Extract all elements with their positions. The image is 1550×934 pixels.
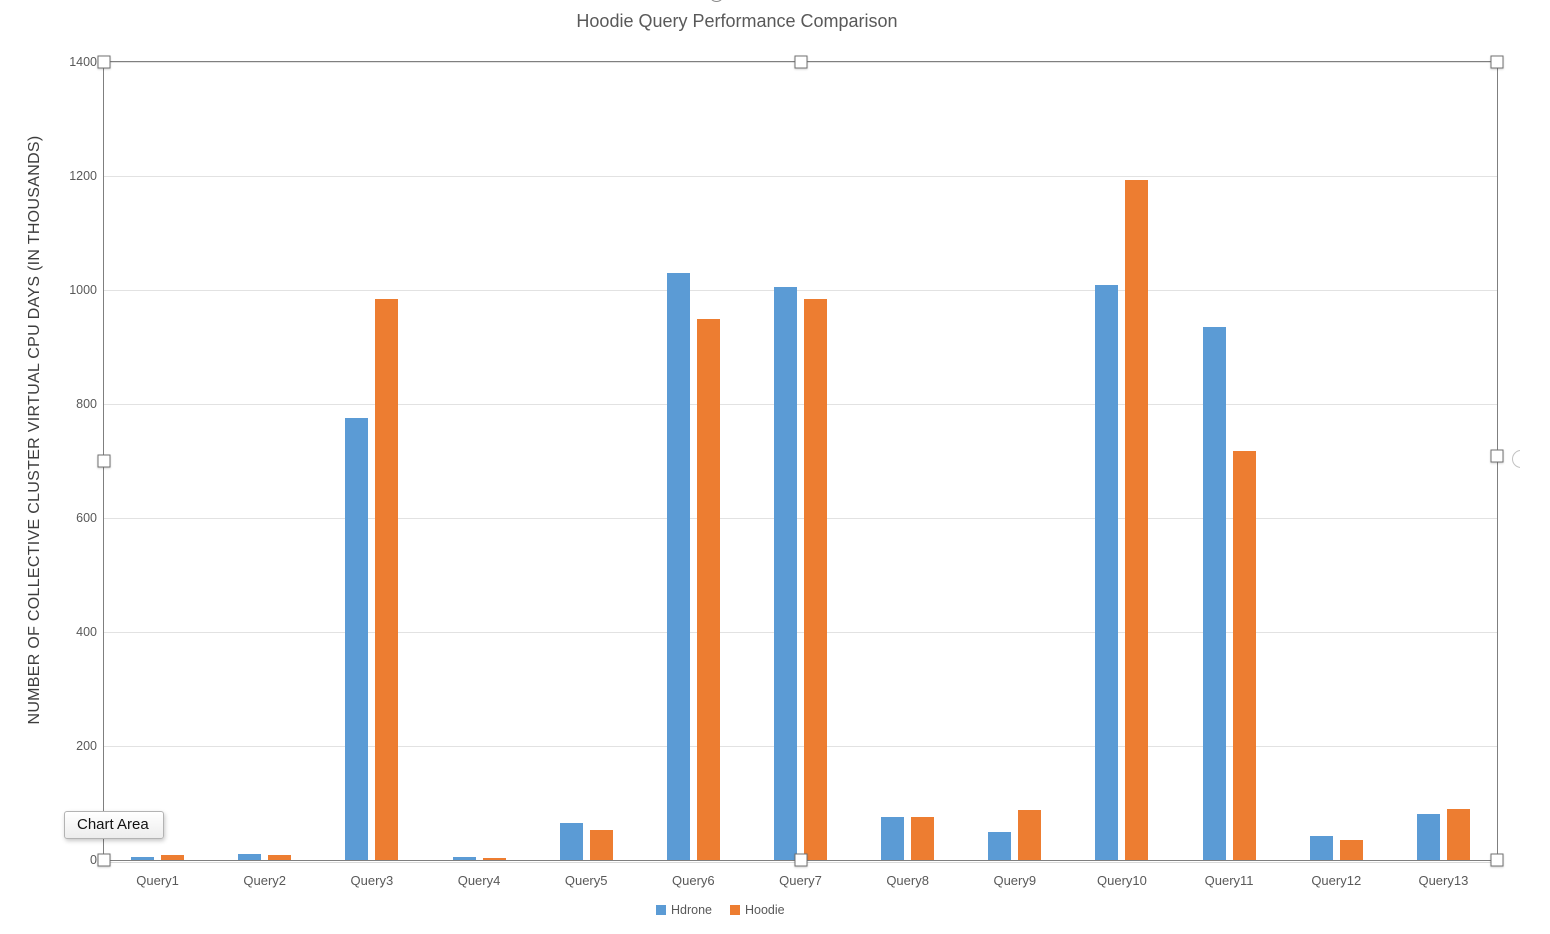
resize-handle-bottom-left[interactable] <box>97 853 111 867</box>
x-axis-label-query11[interactable]: Query11 <box>1204 873 1254 888</box>
x-axis-label-query10[interactable]: Query10 <box>1097 873 1147 888</box>
x-axis-label-query3[interactable]: Query3 <box>350 873 394 888</box>
bar-hoodie-query4[interactable] <box>482 857 506 860</box>
y-axis-tick-label-200[interactable]: 200 <box>76 739 97 753</box>
gridline-800 <box>104 403 1497 405</box>
resize-handle-middle-left[interactable] <box>97 454 111 468</box>
bar-hdrone-query3[interactable] <box>345 418 369 860</box>
bar-hoodie-query11[interactable] <box>1232 450 1256 860</box>
legend-swatch-hdrone <box>656 905 666 915</box>
resize-handle-top-left[interactable] <box>97 55 111 69</box>
resize-handle-top-right[interactable] <box>1490 55 1504 69</box>
legend-label-hdrone: Hdrone <box>671 903 712 917</box>
bar-hoodie-query1[interactable] <box>161 854 185 860</box>
y-axis-tick-label-800[interactable]: 800 <box>76 397 97 411</box>
gridline-400 <box>104 631 1497 633</box>
bar-hoodie-query13[interactable] <box>1446 809 1470 860</box>
x-axis-label-query13[interactable]: Query13 <box>1418 873 1469 888</box>
x-axis-label-query2[interactable]: Query2 <box>243 873 287 888</box>
legend-item-hdrone[interactable]: Hdrone <box>656 903 712 917</box>
legend-swatch-hoodie <box>730 905 740 915</box>
x-axis-label-query7[interactable]: Query7 <box>779 873 822 888</box>
x-axis-label-query8[interactable]: Query8 <box>886 873 929 888</box>
bar-hoodie-query6[interactable] <box>696 318 720 860</box>
x-axis-label-query5[interactable]: Query5 <box>564 873 608 888</box>
resize-handle-bottom-right[interactable] <box>1490 853 1504 867</box>
resize-handle-middle-right[interactable] <box>1490 449 1504 463</box>
bar-hoodie-query3[interactable] <box>375 298 399 860</box>
bar-hdrone-query9[interactable] <box>988 831 1012 860</box>
gridline-600 <box>104 517 1497 519</box>
bar-hdrone-query2[interactable] <box>238 854 262 860</box>
plot-area-selection-frame[interactable] <box>103 61 1498 861</box>
bar-hdrone-query11[interactable] <box>1202 327 1226 860</box>
x-axis-label-query9[interactable]: Query9 <box>993 873 1037 888</box>
bar-hoodie-query9[interactable] <box>1018 809 1042 860</box>
clipped-selection-handle-top <box>706 0 728 4</box>
legend-item-hoodie[interactable]: Hoodie <box>730 903 785 917</box>
y-axis-tick-label-1000[interactable]: 1000 <box>69 283 97 297</box>
y-axis-tick-label-400[interactable]: 400 <box>76 625 97 639</box>
bar-hoodie-query2[interactable] <box>268 854 292 860</box>
bar-hdrone-query12[interactable] <box>1309 836 1333 860</box>
bar-hoodie-query12[interactable] <box>1339 840 1363 860</box>
bar-hdrone-query6[interactable] <box>666 272 690 860</box>
x-axis-label-query12[interactable]: Query12 <box>1311 873 1362 888</box>
y-axis-tick-label-1200[interactable]: 1200 <box>69 169 97 183</box>
x-axis-label-query4[interactable]: Query4 <box>457 873 501 888</box>
bar-hdrone-query10[interactable] <box>1095 284 1119 860</box>
legend-label-hoodie: Hoodie <box>745 903 785 917</box>
bar-hoodie-query7[interactable] <box>804 298 827 860</box>
x-axis-label-query6[interactable]: Query6 <box>672 873 715 888</box>
legend[interactable]: Hdrone Hoodie <box>656 903 785 917</box>
x-axis-label-query1[interactable]: Query1 <box>136 873 179 888</box>
bar-hoodie-query10[interactable] <box>1125 179 1149 860</box>
resize-handle-top-center[interactable] <box>794 55 807 69</box>
resize-handle-bottom-center[interactable] <box>794 853 807 867</box>
chart-area-tooltip: Chart Area <box>64 811 164 839</box>
gridline-1000 <box>104 289 1497 291</box>
y-axis-tick-label-0[interactable]: 0 <box>90 853 97 867</box>
bar-hdrone-query8[interactable] <box>881 817 905 860</box>
y-axis-tick-label-1400[interactable]: 1400 <box>69 55 97 69</box>
bar-hdrone-query1[interactable] <box>131 857 155 860</box>
bar-hdrone-query5[interactable] <box>559 822 583 860</box>
bar-hoodie-query5[interactable] <box>589 829 613 860</box>
clipped-selection-handle-right <box>1511 449 1520 471</box>
gridline-1200 <box>104 175 1497 177</box>
bar-hdrone-query13[interactable] <box>1416 813 1440 860</box>
y-axis-tick-label-600[interactable]: 600 <box>76 511 97 525</box>
bar-hdrone-query4[interactable] <box>452 857 476 860</box>
chart-title[interactable]: Hoodie Query Performance Comparison <box>576 11 898 31</box>
bar-hdrone-query7[interactable] <box>774 287 797 860</box>
bar-hoodie-query8[interactable] <box>911 817 935 860</box>
gridline-200 <box>104 745 1497 747</box>
